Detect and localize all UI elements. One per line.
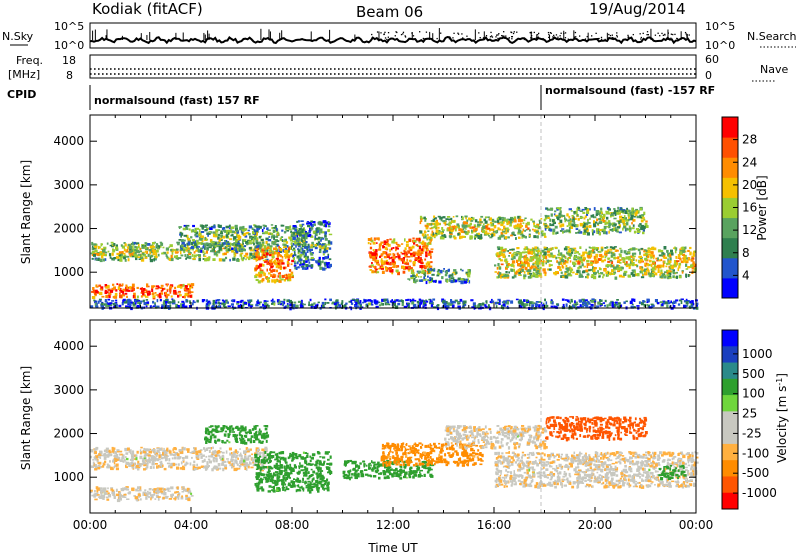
x-axis-label: Time UT <box>367 541 418 554</box>
power-colorbar-label: Power [dB] <box>755 175 769 240</box>
velocity-colorbar-tick: 25 <box>742 407 757 421</box>
velocity-colorbar-segment <box>722 395 738 412</box>
power-colorbar-tick: 4 <box>742 268 750 282</box>
freq-tick-high: 18 <box>62 54 76 67</box>
y-tick-label: 1000 <box>53 470 84 484</box>
velocity-colorbar-segment <box>722 362 738 380</box>
x-tick-label: 00:00 <box>73 518 108 532</box>
nsky-label: N.Sky <box>2 30 34 43</box>
y-tick-label: 3000 <box>53 178 84 192</box>
y-tick-label: 2000 <box>53 427 84 441</box>
freq-unit-label: [MHz] <box>8 68 40 81</box>
velocity-colorbar: 1000 500 100 25 -25 -100 -500 -1000 Velocity [m… <box>721 329 790 510</box>
power-colorbar-segment <box>722 197 738 219</box>
velocity-colorbar-label: Velocity [m s-1] <box>775 373 790 463</box>
power-panel: 1000 2000 3000 4000 Slant Range [km] <box>19 114 699 311</box>
station-title: Kodiak (fitACF) <box>92 0 203 18</box>
power-colorbar-tick: 12 <box>742 223 757 237</box>
x-tick-label: 20:00 <box>578 518 613 532</box>
power-colorbar-tick: 24 <box>742 155 757 169</box>
velocity-colorbar-tick: -100 <box>742 446 769 460</box>
velocity-colorbar-segment <box>722 460 738 477</box>
power-colorbar-segment <box>722 137 738 158</box>
velocity-colorbar-segment <box>722 443 738 461</box>
velocity-y-label: Slant Range [km] <box>19 366 33 470</box>
x-tick-label: 08:00 <box>275 518 310 532</box>
x-tick-label: 16:00 <box>477 518 512 532</box>
cpid-row: CPID normalsound (fast) 157 RF normalsou… <box>7 84 715 110</box>
nsky-tick-low: 10^0 <box>54 39 84 52</box>
nave-label: Nave <box>760 63 788 76</box>
velocity-colorbar-tick: 500 <box>742 367 765 381</box>
nsearch-tick-high: 10^5 <box>705 20 735 33</box>
x-tick-label: 12:00 <box>376 518 411 532</box>
velocity-colorbar-tick: 100 <box>742 387 765 401</box>
x-tick-label: 04:00 <box>174 518 209 532</box>
power-colorbar: 4 8 12 16 20 24 28 Power [dB] <box>721 116 769 299</box>
cpid-program-2: normalsound (fast) -157 RF <box>545 84 715 97</box>
velocity-plot-area <box>90 416 699 503</box>
y-tick-label: 4000 <box>53 134 84 148</box>
freq-panel: Freq. [MHz] 18 8 60 0 Nave <box>8 53 788 82</box>
y-tick-label: 1000 <box>53 265 84 279</box>
power-colorbar-segment <box>722 177 738 198</box>
date-title: 19/Aug/2014 <box>589 0 686 18</box>
power-y-axis: 1000 2000 3000 4000 <box>53 134 696 279</box>
x-tick-label: 00:00 <box>679 518 714 532</box>
velocity-colorbar-tick: -25 <box>742 426 762 440</box>
velocity-colorbar-segment <box>722 427 738 445</box>
velocity-colorbar-segment <box>722 378 738 396</box>
velocity-colorbar-tick: -1000 <box>742 486 777 500</box>
velocity-colorbar-tick: 1000 <box>742 347 773 361</box>
y-tick-label: 3000 <box>53 383 84 397</box>
power-colorbar-segment <box>722 257 738 279</box>
velocity-x-axis: 00:00 04:00 08:00 12:00 16:00 20:00 00:00 <box>73 320 714 532</box>
power-colorbar-tick: 20 <box>742 178 757 192</box>
nsky-panel: N.Sky 10^5 10^0 10^5 10^0 N.Search <box>2 20 797 52</box>
y-tick-label: 2000 <box>53 222 84 236</box>
y-tick-label: 4000 <box>53 339 84 353</box>
power-colorbar-tick: 28 <box>742 133 757 147</box>
velocity-colorbar-tick: -500 <box>742 466 769 480</box>
cpid-label: CPID <box>7 88 36 101</box>
nave-tick-high: 60 <box>705 53 719 66</box>
beam-title: Beam 06 <box>356 3 423 21</box>
velocity-colorbar-segment <box>722 411 738 429</box>
power-x-axis <box>89 115 697 308</box>
nsky-trace <box>89 28 697 45</box>
power-colorbar-segment <box>722 117 738 138</box>
nave-tick-low: 0 <box>705 69 712 82</box>
cpid-program-1: normalsound (fast) 157 RF <box>94 94 260 107</box>
power-y-label: Slant Range [km] <box>19 160 33 264</box>
nsearch-tick-low: 10^0 <box>705 39 735 52</box>
nsearch-label: N.Search <box>747 30 797 43</box>
power-plot-area <box>90 206 699 311</box>
velocity-colorbar-segment <box>722 330 738 347</box>
power-colorbar-segment <box>722 277 738 299</box>
velocity-colorbar-segment <box>722 492 738 510</box>
velocity-colorbar-segment <box>722 346 738 364</box>
power-colorbar-segment <box>722 237 738 259</box>
power-colorbar-segment <box>722 157 738 178</box>
velocity-y-axis: 1000 2000 3000 4000 <box>53 339 696 484</box>
nsky-tick-high: 10^5 <box>54 20 84 33</box>
freq-tick-low: 8 <box>66 69 73 82</box>
velocity-colorbar-segment <box>722 476 738 494</box>
power-colorbar-segment <box>722 217 738 239</box>
freq-label: Freq. <box>16 54 43 67</box>
power-colorbar-tick: 16 <box>742 201 757 215</box>
velocity-panel: 1000 2000 3000 4000 00:00 04:00 08:00 12:00 16:… <box>19 319 714 554</box>
power-colorbar-tick: 8 <box>742 246 750 260</box>
